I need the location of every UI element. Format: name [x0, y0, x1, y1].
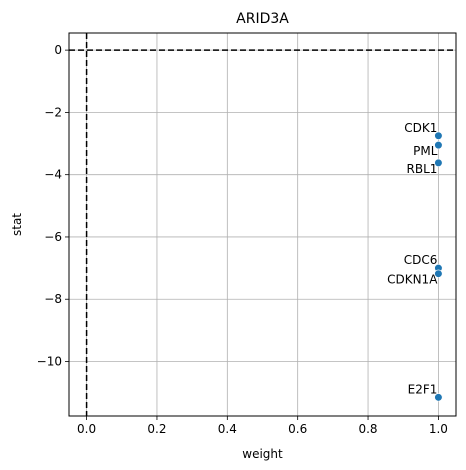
x-tick-label: 1.0 [429, 422, 448, 436]
y-tick-label: 0 [54, 43, 62, 57]
x-tick-label: 0.2 [147, 422, 166, 436]
point-label: RBL1 [407, 162, 438, 176]
y-axis-label: stat [10, 213, 24, 236]
grid [69, 33, 456, 416]
x-tick-label: 0.8 [358, 422, 377, 436]
data-point [434, 140, 443, 150]
y-tick-label: −4 [44, 168, 62, 182]
point-label: CDK1 [404, 121, 437, 135]
y-axis-ticks: 0 −2 −4 −6 −8 −10 [37, 43, 69, 369]
x-tick-label: 0.4 [218, 422, 237, 436]
point-label: CDC6 [404, 253, 438, 267]
x-tick-label: 0.6 [288, 422, 307, 436]
y-tick-label: −8 [44, 292, 62, 306]
chart-title: ARID3A [236, 11, 289, 27]
point-labels: CDK1 PML RBL1 CDC6 CDKN1A E2F1 [387, 121, 438, 397]
x-axis-label: weight [242, 447, 283, 461]
y-tick-label: −2 [44, 105, 62, 119]
data-point [434, 131, 443, 140]
x-axis-ticks: 0.0 0.2 0.4 0.6 0.8 1.0 [77, 416, 448, 436]
data-point [434, 269, 443, 278]
data-points [434, 131, 443, 402]
x-tick-label: 0.0 [77, 422, 96, 436]
point-label: PML [413, 144, 438, 158]
point-label: CDKN1A [387, 273, 438, 287]
reference-lines [69, 33, 456, 416]
data-point [434, 158, 443, 167]
point-label: E2F1 [408, 382, 438, 396]
y-tick-label: −6 [44, 230, 62, 244]
y-tick-label: −10 [37, 355, 62, 369]
plot-frame [68, 32, 457, 417]
data-point [434, 393, 443, 402]
